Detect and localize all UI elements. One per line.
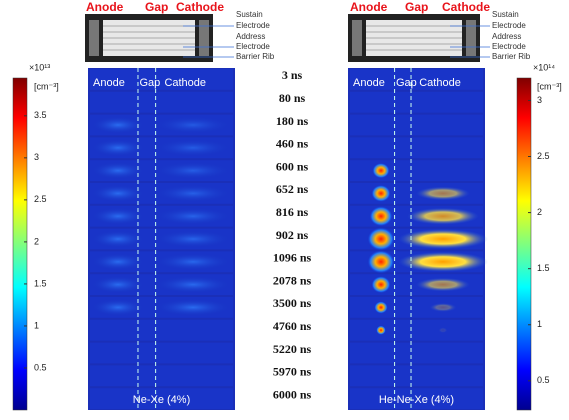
time-label: 652 ns xyxy=(276,182,309,196)
time-label: 600 ns xyxy=(276,159,309,173)
spot xyxy=(369,206,393,227)
colorbar-exponent: ×10¹⁴ xyxy=(533,62,555,72)
heatmap-row xyxy=(350,160,483,181)
schematic-rib xyxy=(199,20,209,56)
colorbar-tick-label: 3 xyxy=(537,95,542,105)
heatmap-row xyxy=(350,343,483,364)
panel-label: Anode xyxy=(93,77,125,89)
heatmap-row xyxy=(350,92,483,113)
spot xyxy=(416,278,470,292)
glow xyxy=(153,276,233,294)
colorbar xyxy=(13,78,27,410)
heatmap-row xyxy=(90,320,233,341)
colorbar-tick-label: 3.5 xyxy=(34,110,47,120)
electrode-side-label: Sustain xyxy=(492,10,519,19)
time-label: 6000 ns xyxy=(273,387,312,401)
time-label: 5970 ns xyxy=(273,365,312,379)
colorbar-tick-label: 1.5 xyxy=(537,263,550,273)
electrode-side-label: Address xyxy=(236,32,265,41)
spot xyxy=(407,208,479,225)
colorbar-tick-label: 0.5 xyxy=(537,375,550,385)
heatmap-row xyxy=(350,365,483,386)
spot xyxy=(367,250,395,274)
spot xyxy=(439,327,448,333)
time-label: 2078 ns xyxy=(273,273,312,287)
panel-label: Anode xyxy=(353,77,385,89)
colorbar-tick-label: 1 xyxy=(537,319,542,329)
glow xyxy=(153,298,233,316)
colorbar-tick-label: 1.5 xyxy=(34,278,47,288)
heatmap-row xyxy=(350,137,483,158)
spot xyxy=(371,185,391,203)
time-label: 5220 ns xyxy=(273,342,312,356)
panel-caption: He-Ne-Xe (4%) xyxy=(379,394,454,406)
schematic-rib xyxy=(466,20,476,56)
glow xyxy=(153,116,233,134)
electrode-top-label: Cathode xyxy=(176,0,224,14)
electrode-top-label: Gap xyxy=(145,0,168,14)
schematic-rib xyxy=(89,20,99,56)
electrode-top-label: Anode xyxy=(86,0,124,14)
panel-caption: Ne-Xe (4%) xyxy=(133,394,190,406)
time-label: 1096 ns xyxy=(273,251,312,265)
colorbar-tick-label: 0.5 xyxy=(34,362,47,372)
heatmap-row xyxy=(350,320,483,341)
electrode-top-label: Gap xyxy=(405,0,428,14)
spot xyxy=(398,252,488,272)
glow xyxy=(153,139,233,157)
electrode-top-label: Anode xyxy=(350,0,388,14)
colorbar xyxy=(517,78,531,410)
colorbar-tick-label: 1 xyxy=(34,320,39,330)
electrode-side-label: Barrier Rib xyxy=(236,52,275,61)
time-label: 902 ns xyxy=(276,228,309,242)
schematic-rib xyxy=(352,20,362,56)
time-label: 3500 ns xyxy=(273,296,312,310)
time-label: 180 ns xyxy=(276,114,309,128)
heatmap-row xyxy=(350,297,483,318)
electrode-side-label: Electrode xyxy=(492,42,526,51)
time-label: 4760 ns xyxy=(273,319,312,333)
time-label: 3 ns xyxy=(282,68,303,82)
glow xyxy=(90,253,146,271)
heatmap-row xyxy=(90,92,233,113)
panel-label: Gap xyxy=(139,77,160,89)
electrode-side-label: Address xyxy=(492,32,521,41)
panel-label: Cathode xyxy=(164,77,206,89)
glow xyxy=(153,162,233,180)
electrode-side-label: Electrode xyxy=(236,42,270,51)
glow xyxy=(153,253,233,271)
panel-label: Cathode xyxy=(419,77,461,89)
electrode-side-label: Barrier Rib xyxy=(492,52,531,61)
electrode-side-label: Electrode xyxy=(492,21,526,30)
colorbar-tick-label: 2 xyxy=(537,207,542,217)
colorbar-unit: [cm⁻³] xyxy=(34,81,59,91)
colorbar-tick-label: 2.5 xyxy=(34,194,47,204)
figure: AnodeGapCathodeSustainElectrodeAddressEl… xyxy=(0,0,569,415)
heatmap-row xyxy=(350,115,483,136)
electrode-top-label: Cathode xyxy=(442,0,490,14)
spot xyxy=(367,227,395,251)
panel-label: Gap xyxy=(396,77,417,89)
heatmap-row xyxy=(90,365,233,386)
time-label: 816 ns xyxy=(276,205,309,219)
colorbar-exponent: ×10¹³ xyxy=(29,62,50,72)
spot xyxy=(416,187,470,201)
spot xyxy=(371,276,391,294)
electrode-side-label: Electrode xyxy=(236,21,270,30)
heatmap-row xyxy=(90,343,233,364)
spot xyxy=(430,303,457,312)
time-label: 80 ns xyxy=(279,91,306,105)
colorbar-tick-label: 2 xyxy=(34,236,39,246)
glow xyxy=(153,207,233,225)
colorbar-tick-label: 2.5 xyxy=(537,151,550,161)
colorbar-unit: [cm⁻³] xyxy=(537,81,562,91)
time-label: 460 ns xyxy=(276,137,309,151)
spot xyxy=(374,301,388,314)
glow xyxy=(153,230,233,248)
spot xyxy=(376,325,386,335)
spot xyxy=(372,163,390,179)
glow xyxy=(153,184,233,202)
electrode-side-label: Sustain xyxy=(236,10,263,19)
colorbar-tick-label: 3 xyxy=(34,152,39,162)
